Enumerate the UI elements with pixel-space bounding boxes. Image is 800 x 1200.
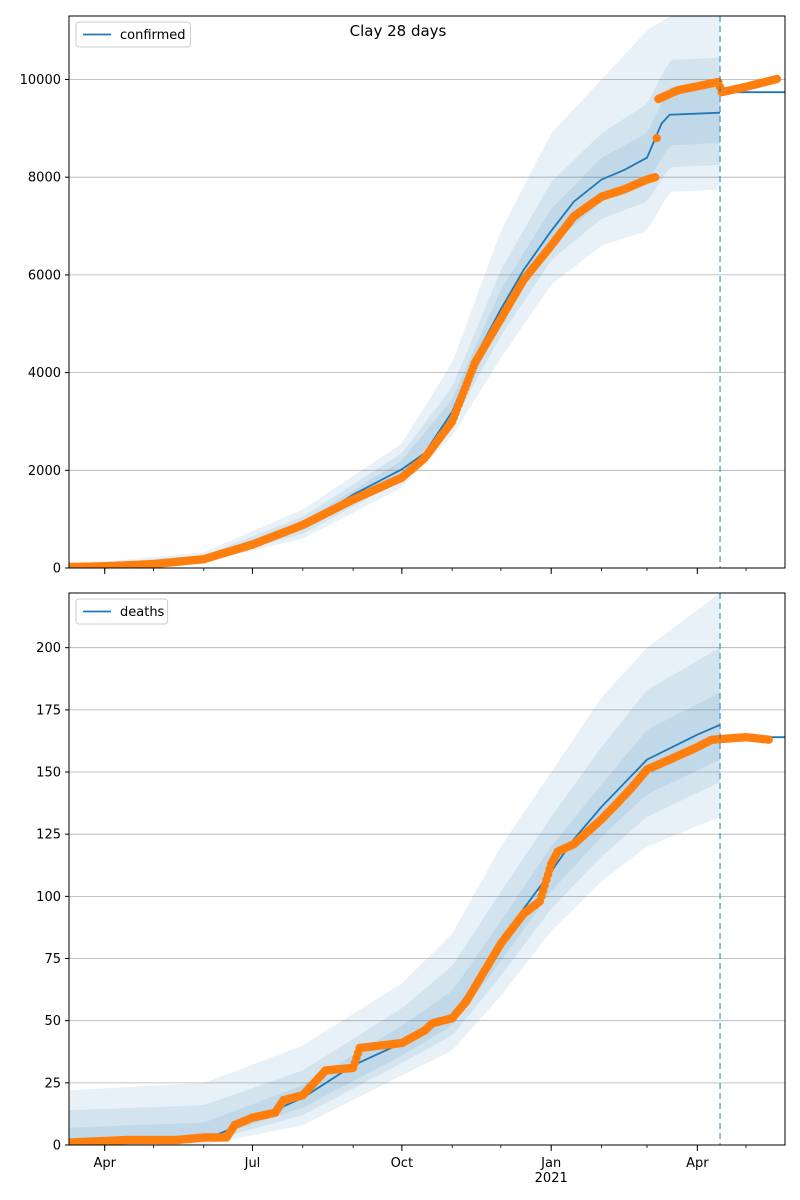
confidence-band-inner xyxy=(69,692,721,1145)
y-tick-label: 0 xyxy=(53,1139,61,1154)
y-tick-label: 2000 xyxy=(28,464,61,479)
y-tick-label: 0 xyxy=(53,562,61,577)
confidence-band-inner xyxy=(69,84,721,568)
y-tick-label: 25 xyxy=(44,1076,61,1091)
axes-frame xyxy=(68,15,786,569)
confidence-band-middle xyxy=(69,57,721,568)
x-tick-label: Apr xyxy=(93,1156,116,1171)
x-tick-label: Jul xyxy=(244,1156,261,1171)
observed-point xyxy=(764,735,773,744)
y-tick-label: 175 xyxy=(36,703,61,718)
y-tick-label: 10000 xyxy=(20,73,61,88)
y-tick-label: 8000 xyxy=(28,171,61,186)
y-tick-label: 125 xyxy=(36,828,61,843)
axes-frame xyxy=(68,592,786,1146)
observed-series xyxy=(69,74,782,568)
figure-title: Clay 28 days xyxy=(350,22,447,40)
legend-box xyxy=(75,598,169,625)
y-tick-label: 6000 xyxy=(28,268,61,283)
y-tick-label: 100 xyxy=(36,890,61,905)
confirmed-panel: 0 2000 4000 6000 8000 10000 confirmed xyxy=(20,15,786,577)
confidence-band-outer xyxy=(69,593,721,1145)
y-tick-label: 4000 xyxy=(28,366,61,381)
y-tick-label: 50 xyxy=(44,1014,61,1029)
y-tick-label: 150 xyxy=(36,766,61,781)
plot-area xyxy=(69,593,785,1145)
x-year-label: 2021 xyxy=(535,1171,568,1186)
y-tick-label: 200 xyxy=(36,641,61,656)
x-tick-label: Oct xyxy=(391,1156,413,1171)
x-tick-label: Apr xyxy=(686,1156,709,1171)
legend: confirmed xyxy=(75,21,191,48)
y-tick-label: 75 xyxy=(44,952,61,967)
legend-box xyxy=(75,21,191,48)
legend-label: deaths xyxy=(120,605,165,620)
confidence-band-outer xyxy=(69,16,721,568)
legend-label: confirmed xyxy=(120,28,186,43)
plot-area xyxy=(69,16,785,568)
observed-point xyxy=(650,173,660,182)
x-tick-label: Jan xyxy=(540,1156,561,1171)
observed-point xyxy=(772,74,782,84)
observed-series xyxy=(69,733,773,1145)
observed-point xyxy=(652,133,661,143)
legend: deaths xyxy=(75,598,169,625)
